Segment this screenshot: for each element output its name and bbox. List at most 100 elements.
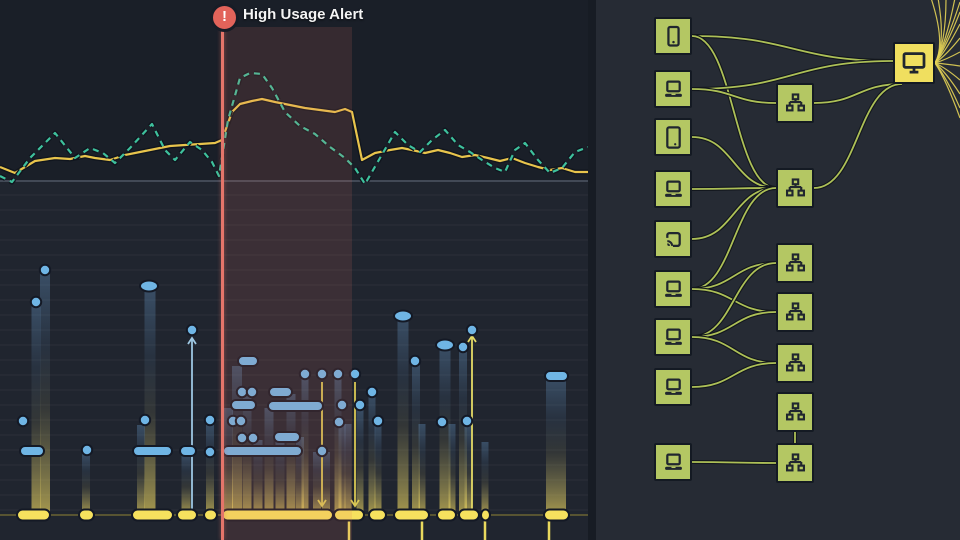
event-bar	[230, 399, 257, 411]
lan-icon	[785, 401, 805, 420]
event-dot	[246, 431, 260, 445]
network-link	[691, 35, 894, 62]
network-link	[691, 60, 894, 90]
device-node-laptop[interactable]	[654, 443, 692, 481]
activity-column	[296, 437, 304, 514]
network-link	[691, 461, 777, 464]
event-dot	[332, 415, 346, 429]
laptop-icon	[664, 328, 682, 345]
hub-node[interactable]	[776, 292, 814, 332]
cast-icon	[665, 231, 681, 247]
event-dot	[80, 443, 94, 457]
usage-line-dashed	[0, 71, 588, 186]
device-node-laptop[interactable]	[654, 368, 692, 406]
activity-column	[464, 424, 472, 514]
device-node-laptop[interactable]	[654, 318, 692, 356]
event-dot	[348, 367, 362, 381]
event-dot	[38, 263, 52, 277]
activity-column	[313, 452, 321, 514]
hub-node[interactable]	[776, 83, 814, 123]
activity-column	[264, 408, 274, 514]
activity-column	[546, 378, 566, 514]
alert-label: High Usage Alert	[243, 6, 364, 23]
alert-icon[interactable]: !	[210, 3, 239, 32]
hub-node[interactable]	[776, 343, 814, 383]
event-bar	[132, 445, 173, 457]
usage-line-solid	[0, 97, 588, 175]
down-arrow-head	[317, 499, 327, 508]
activity-column	[275, 440, 285, 514]
laptop-icon	[664, 453, 682, 470]
monitor-icon	[902, 52, 926, 74]
base-bar	[543, 508, 570, 522]
event-dot	[331, 367, 345, 381]
event-dot	[315, 444, 329, 458]
activity-column	[137, 425, 145, 514]
down-arrow-head	[350, 499, 360, 508]
network-link	[691, 35, 777, 189]
network-link	[691, 88, 777, 104]
lan-icon	[785, 252, 805, 271]
activity-column	[338, 424, 346, 514]
uplink-fan-line	[934, 62, 960, 119]
uplink-fan-line	[930, 0, 941, 64]
hub-node[interactable]	[776, 443, 814, 483]
hub-node[interactable]	[776, 392, 814, 432]
base-bar	[436, 508, 457, 522]
device-node-laptop[interactable]	[654, 70, 692, 108]
base-bar	[333, 508, 365, 522]
event-dot	[353, 398, 367, 412]
event-bar	[544, 370, 569, 382]
event-oval	[393, 309, 413, 323]
event-dot	[365, 385, 379, 399]
activity-column	[223, 408, 233, 514]
activity-column	[374, 423, 382, 514]
event-dot	[185, 323, 199, 337]
activity-column	[418, 424, 426, 514]
event-dot	[435, 415, 449, 429]
laptop-icon	[664, 180, 682, 197]
event-dot	[234, 414, 248, 428]
event-dot	[29, 295, 43, 309]
event-dot	[465, 323, 479, 337]
activity-column	[459, 350, 467, 514]
up-arrow-head	[187, 336, 197, 345]
activity-column	[253, 440, 263, 514]
lan-icon	[785, 452, 805, 471]
tablet-icon	[665, 125, 681, 149]
smartphone-icon	[666, 25, 680, 47]
lan-icon	[785, 301, 805, 320]
base-bar	[393, 508, 430, 522]
activity-column	[82, 453, 90, 514]
activity-column	[334, 378, 342, 514]
base-bar	[176, 508, 198, 522]
device-node-laptop[interactable]	[654, 270, 692, 308]
hub-node[interactable]	[776, 168, 814, 208]
event-dot	[335, 398, 349, 412]
network-link	[813, 83, 903, 104]
event-bar	[19, 445, 45, 457]
event-bar	[237, 355, 259, 367]
device-node-laptop[interactable]	[654, 170, 692, 208]
event-bar	[268, 386, 293, 398]
event-bar	[179, 445, 197, 457]
event-dot	[371, 414, 385, 428]
base-bar	[131, 508, 174, 522]
event-dot	[245, 385, 259, 399]
device-node-smartphone[interactable]	[654, 17, 692, 55]
device-node-cast[interactable]	[654, 220, 692, 258]
network-link	[691, 336, 777, 364]
hub-node[interactable]	[776, 243, 814, 283]
gateway-node-monitor[interactable]	[893, 42, 935, 84]
event-dot	[298, 367, 312, 381]
base-bar	[368, 508, 387, 522]
network-link	[691, 362, 777, 388]
laptop-icon	[664, 378, 682, 395]
base-bar	[480, 508, 491, 522]
activity-chart	[0, 70, 588, 540]
network-link	[691, 187, 777, 290]
device-node-tablet[interactable]	[654, 118, 692, 156]
activity-column	[448, 424, 456, 514]
